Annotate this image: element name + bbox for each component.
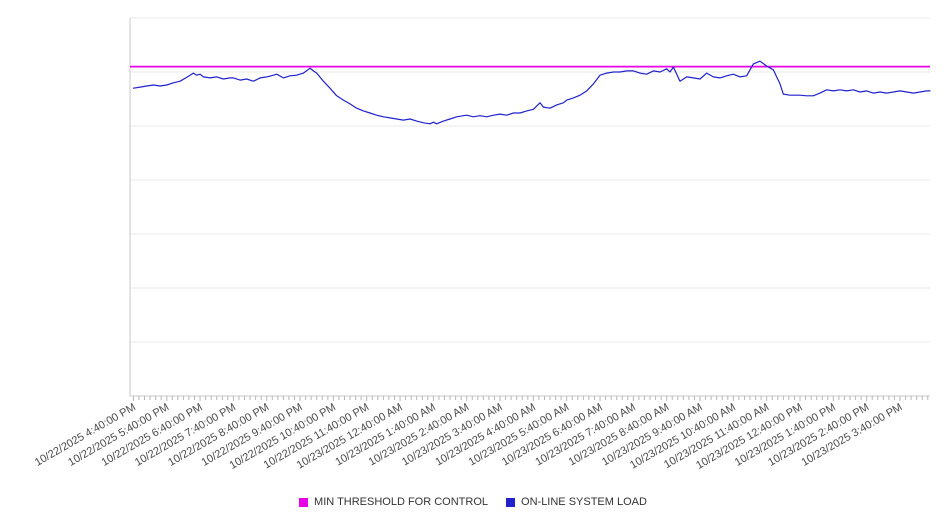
legend-swatch-system-load <box>506 497 516 507</box>
series-line-system-load <box>132 60 931 125</box>
legend-item-min-threshold[interactable]: MIN THRESHOLD FOR CONTROL <box>299 496 488 508</box>
legend-label-system-load: ON-LINE SYSTEM LOAD <box>521 496 647 508</box>
legend-swatch-min-threshold <box>299 497 309 507</box>
legend-item-system-load[interactable]: ON-LINE SYSTEM LOAD <box>506 496 647 508</box>
legend-label-min-threshold: MIN THRESHOLD FOR CONTROL <box>314 496 489 508</box>
chart-legend: MIN THRESHOLD FOR CONTROL ON-LINE SYSTEM… <box>0 496 946 508</box>
